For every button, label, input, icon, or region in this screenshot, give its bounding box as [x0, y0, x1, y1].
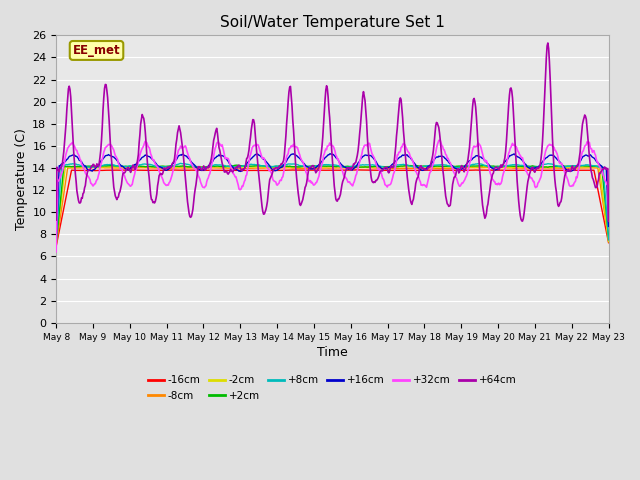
Title: Soil/Water Temperature Set 1: Soil/Water Temperature Set 1 [220, 15, 445, 30]
Legend: -16cm, -8cm, -2cm, +2cm, +8cm, +16cm, +32cm, +64cm: -16cm, -8cm, -2cm, +2cm, +8cm, +16cm, +3… [144, 371, 521, 405]
X-axis label: Time: Time [317, 346, 348, 359]
Text: EE_met: EE_met [73, 44, 120, 57]
Y-axis label: Temperature (C): Temperature (C) [15, 128, 28, 230]
